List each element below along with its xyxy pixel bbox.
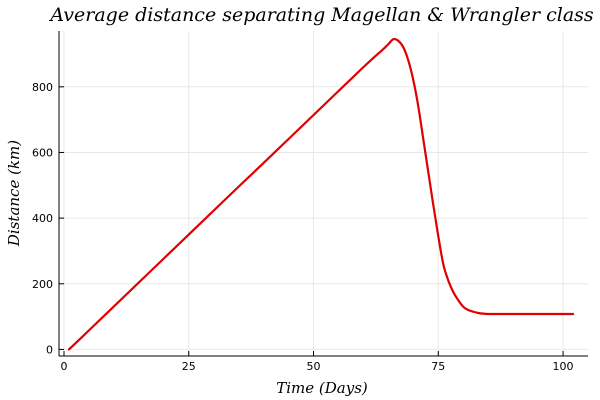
x-tick-label: 75 xyxy=(431,360,445,373)
y-axis-label: Distance (km) xyxy=(5,140,23,247)
x-tick-label: 0 xyxy=(60,360,67,373)
y-tick-label: 600 xyxy=(32,146,53,159)
series-line xyxy=(67,37,575,351)
y-tick-label: 0 xyxy=(46,343,53,356)
x-axis-ticks: 0 25 50 75 100 xyxy=(60,351,574,373)
x-axis-label: Time (Days) xyxy=(276,379,368,397)
y-tick-label: 200 xyxy=(32,278,53,291)
x-tick-label: 25 xyxy=(182,360,196,373)
y-tick-label: 800 xyxy=(32,81,53,94)
chart-title: Average distance separating Magellan & W… xyxy=(48,4,594,26)
gridlines xyxy=(59,31,588,356)
y-tick-label: 400 xyxy=(32,212,53,225)
x-tick-label: 100 xyxy=(553,360,574,373)
y-axis-ticks: 0 200 400 600 800 xyxy=(32,81,64,356)
x-tick-label: 50 xyxy=(307,360,321,373)
